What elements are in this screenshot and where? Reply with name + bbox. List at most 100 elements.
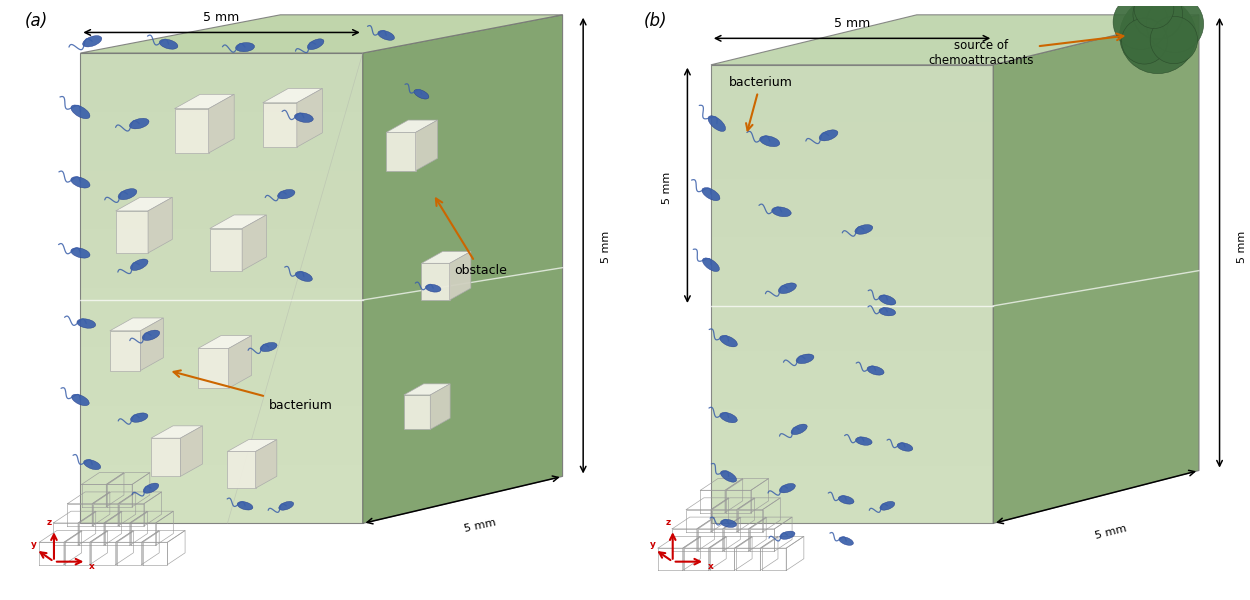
Ellipse shape xyxy=(707,116,725,131)
Polygon shape xyxy=(116,197,172,211)
Polygon shape xyxy=(180,426,203,476)
Ellipse shape xyxy=(780,531,795,539)
Text: source of
chemoattractants: source of chemoattractants xyxy=(929,34,1124,67)
Text: 5 mm: 5 mm xyxy=(464,518,498,534)
Circle shape xyxy=(1121,18,1168,64)
Text: z: z xyxy=(48,518,53,527)
Ellipse shape xyxy=(720,335,738,347)
Text: (b): (b) xyxy=(644,12,666,30)
Polygon shape xyxy=(421,251,471,263)
Polygon shape xyxy=(140,318,164,371)
Ellipse shape xyxy=(295,113,314,122)
Polygon shape xyxy=(175,94,234,109)
Ellipse shape xyxy=(78,319,96,328)
Polygon shape xyxy=(198,335,251,349)
Circle shape xyxy=(1134,0,1174,29)
Ellipse shape xyxy=(880,502,895,510)
Ellipse shape xyxy=(879,295,896,305)
Ellipse shape xyxy=(720,470,736,482)
Polygon shape xyxy=(148,197,173,253)
Polygon shape xyxy=(262,103,296,147)
Circle shape xyxy=(1112,0,1169,50)
Ellipse shape xyxy=(378,31,395,40)
Polygon shape xyxy=(228,451,256,488)
Ellipse shape xyxy=(71,177,90,188)
Polygon shape xyxy=(404,395,430,430)
Polygon shape xyxy=(175,109,209,153)
Ellipse shape xyxy=(260,343,278,352)
Ellipse shape xyxy=(235,43,255,52)
Ellipse shape xyxy=(279,502,294,510)
Ellipse shape xyxy=(71,105,90,119)
Ellipse shape xyxy=(71,248,90,258)
Polygon shape xyxy=(198,349,229,388)
Polygon shape xyxy=(210,215,266,229)
Ellipse shape xyxy=(760,136,780,146)
Circle shape xyxy=(1132,0,1182,39)
Polygon shape xyxy=(229,335,251,388)
Ellipse shape xyxy=(414,89,429,99)
Text: y: y xyxy=(31,540,38,549)
Polygon shape xyxy=(386,120,438,133)
Polygon shape xyxy=(262,88,322,103)
Ellipse shape xyxy=(130,259,148,271)
Ellipse shape xyxy=(780,484,795,493)
Polygon shape xyxy=(110,318,164,331)
Polygon shape xyxy=(421,263,450,300)
Text: 5 mm: 5 mm xyxy=(1238,231,1248,263)
Text: x: x xyxy=(89,562,95,571)
Polygon shape xyxy=(711,15,1199,65)
Ellipse shape xyxy=(278,190,295,199)
Ellipse shape xyxy=(779,283,796,293)
Text: 5 mm: 5 mm xyxy=(1094,523,1128,541)
Polygon shape xyxy=(415,120,437,170)
Text: y: y xyxy=(650,540,656,549)
Ellipse shape xyxy=(839,537,854,545)
Ellipse shape xyxy=(839,496,854,504)
Polygon shape xyxy=(151,438,180,476)
Text: 5 mm: 5 mm xyxy=(204,11,240,23)
Polygon shape xyxy=(80,53,362,523)
Ellipse shape xyxy=(819,130,838,141)
Ellipse shape xyxy=(308,39,324,50)
Text: z: z xyxy=(666,518,671,527)
Ellipse shape xyxy=(771,207,791,217)
Ellipse shape xyxy=(855,437,872,445)
Polygon shape xyxy=(228,440,276,451)
Ellipse shape xyxy=(82,35,101,47)
Ellipse shape xyxy=(425,284,441,292)
Polygon shape xyxy=(80,53,362,112)
Ellipse shape xyxy=(720,412,738,423)
Polygon shape xyxy=(430,384,450,430)
Polygon shape xyxy=(386,133,415,170)
Ellipse shape xyxy=(160,39,177,49)
Circle shape xyxy=(1120,0,1196,74)
Text: 5 mm: 5 mm xyxy=(601,231,611,263)
Polygon shape xyxy=(450,251,471,300)
Polygon shape xyxy=(110,331,140,371)
Ellipse shape xyxy=(703,258,720,272)
Text: x: x xyxy=(707,562,714,571)
Ellipse shape xyxy=(71,394,89,406)
Ellipse shape xyxy=(898,443,912,451)
Ellipse shape xyxy=(84,460,101,470)
Text: 5 mm: 5 mm xyxy=(834,17,870,29)
Ellipse shape xyxy=(796,354,814,364)
Text: obstacle: obstacle xyxy=(436,199,506,277)
Polygon shape xyxy=(209,94,234,153)
Ellipse shape xyxy=(118,188,136,200)
Ellipse shape xyxy=(130,118,149,129)
Ellipse shape xyxy=(142,330,160,340)
Polygon shape xyxy=(404,384,450,395)
Polygon shape xyxy=(151,426,202,438)
Ellipse shape xyxy=(295,271,312,281)
Ellipse shape xyxy=(721,520,736,527)
Polygon shape xyxy=(994,15,1199,523)
Circle shape xyxy=(1150,16,1198,64)
Polygon shape xyxy=(210,229,242,271)
Ellipse shape xyxy=(879,308,896,316)
Text: bacterium: bacterium xyxy=(174,370,332,412)
Polygon shape xyxy=(256,440,276,488)
Ellipse shape xyxy=(855,224,872,234)
Polygon shape xyxy=(242,215,266,271)
